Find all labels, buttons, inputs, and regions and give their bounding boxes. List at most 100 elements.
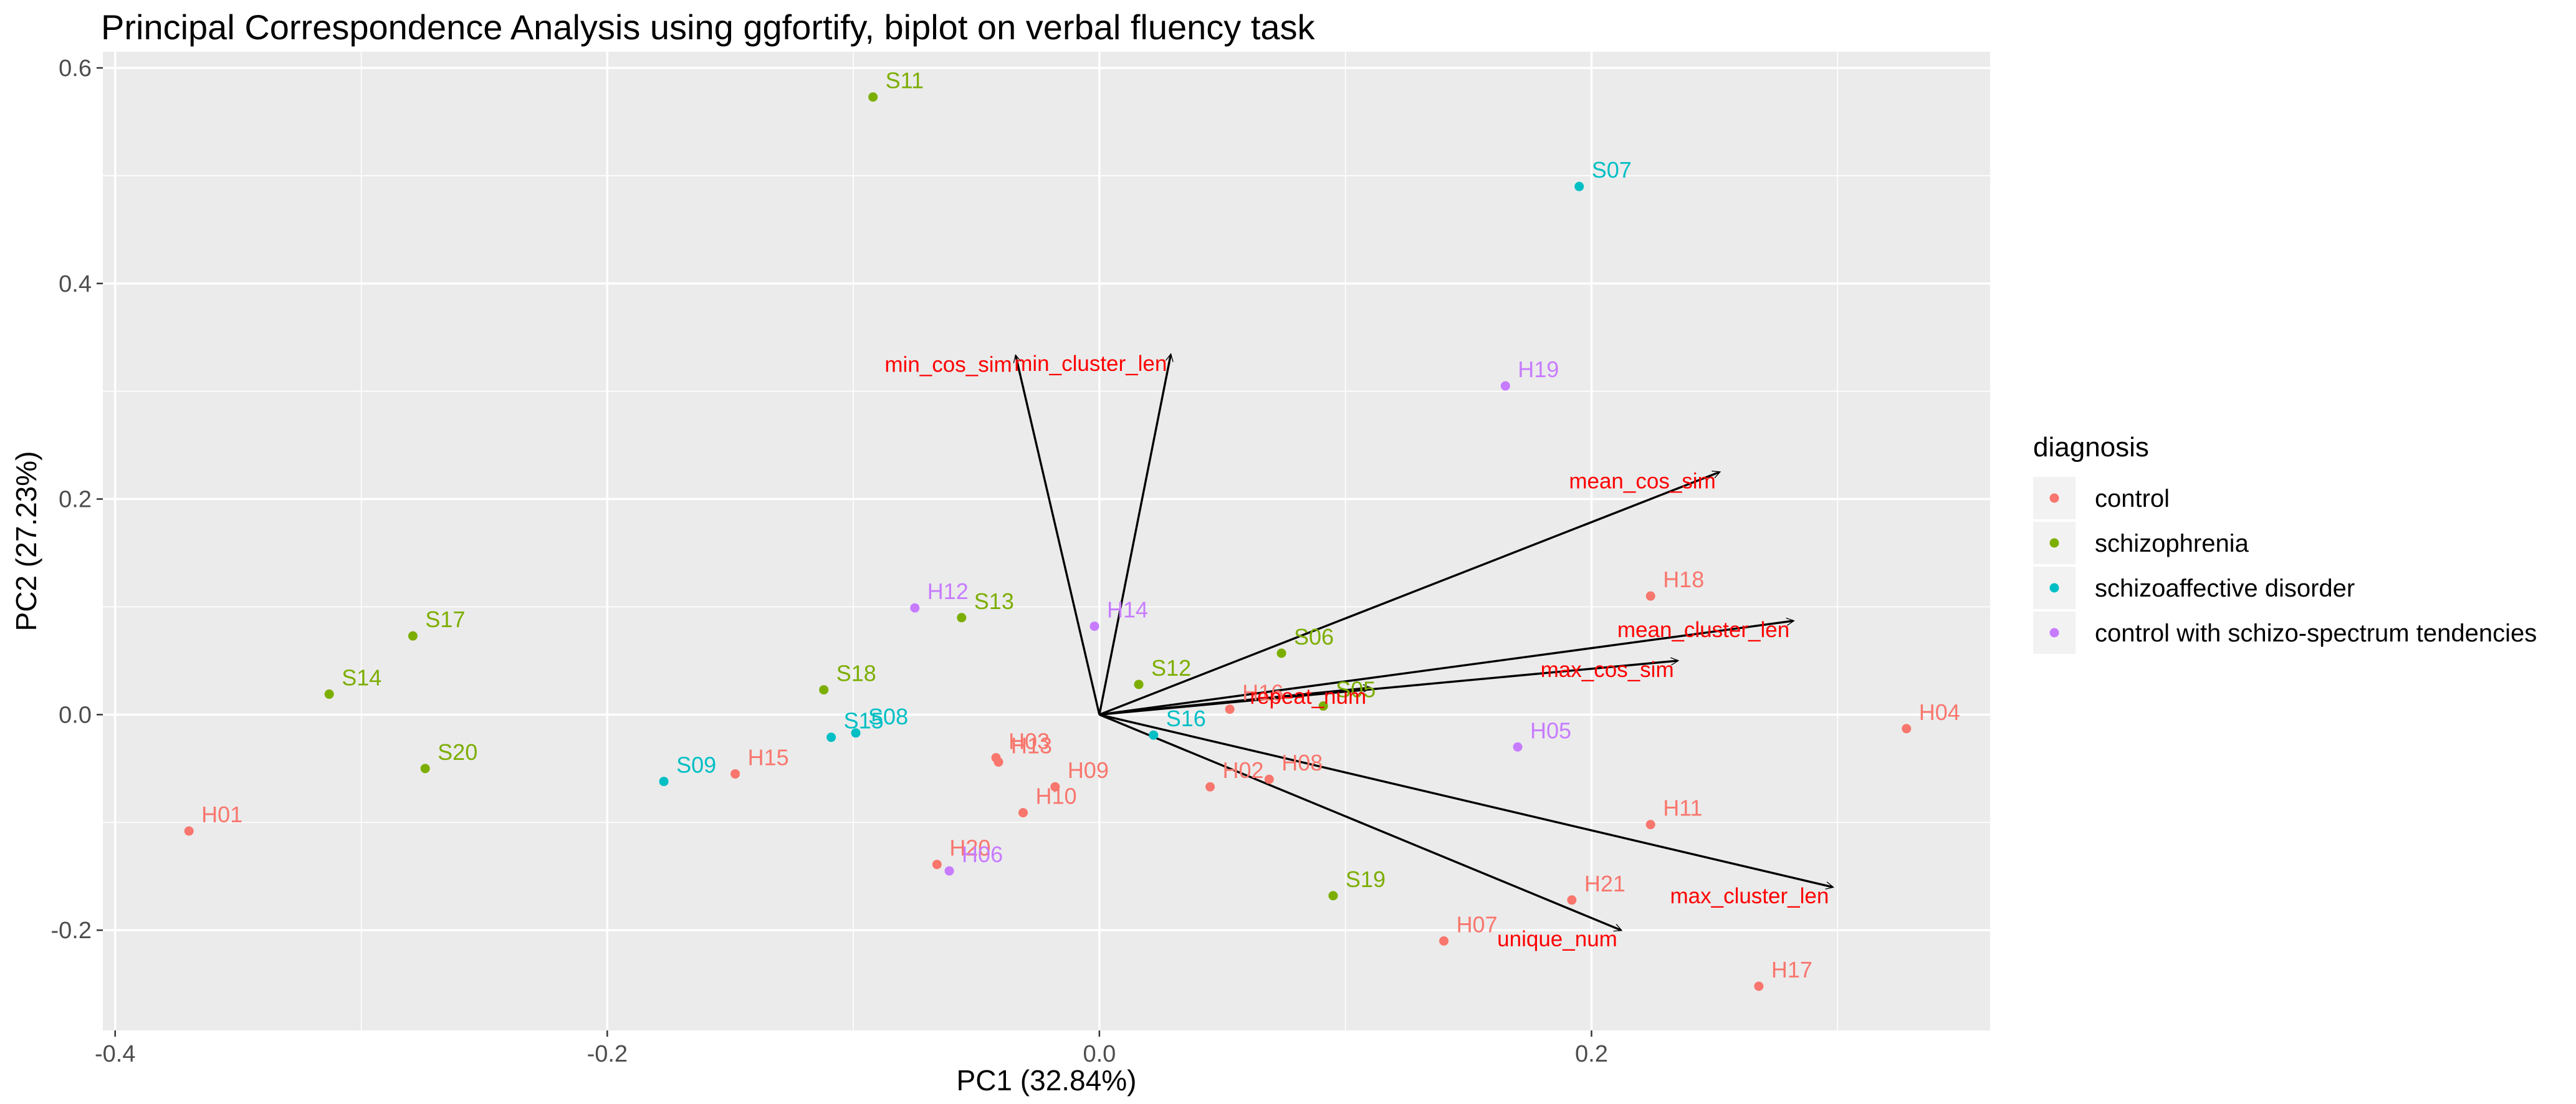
data-point-label: S15 [844, 708, 884, 734]
loading-vector-arrow [1098, 353, 1174, 715]
minor-gridlines [103, 52, 1990, 1030]
data-point [1089, 622, 1099, 631]
legend-title: diagnosis [2033, 432, 2149, 463]
data-point-label: H15 [748, 744, 789, 770]
data-point [944, 866, 954, 876]
data-point [851, 728, 861, 738]
data-point-label: S18 [836, 661, 876, 686]
data-point-label: H08 [1281, 750, 1323, 775]
y-axis-tick-labels: -0.2 0.0 0.2 0.4 0.6 [51, 55, 92, 944]
data-point-label: H21 [1584, 871, 1626, 896]
x-tick-label: -0.4 [95, 1041, 135, 1067]
legend-key-point [2049, 628, 2059, 638]
x-tick-label: 0.0 [1083, 1041, 1116, 1067]
data-point [826, 732, 836, 742]
data-point-label: S20 [438, 739, 477, 765]
legend: diagnosis control schizophrenia schizoaffe… [2033, 432, 2537, 654]
data-point [1645, 591, 1655, 601]
data-point [1318, 701, 1328, 711]
data-point-label: S14 [342, 665, 381, 691]
chart-title: Principal Correspondence Analysis using … [101, 7, 1316, 47]
legend-entry-label: control [2095, 485, 2170, 512]
y-tick-label: 0.6 [59, 55, 92, 82]
data-point [659, 777, 669, 787]
data-point [1276, 648, 1286, 658]
data-point-label: S13 [974, 588, 1014, 614]
data-point [184, 826, 194, 836]
data-point [819, 685, 829, 695]
data-point [957, 613, 967, 623]
data-point-label: S05 [1336, 677, 1376, 703]
data-point [1500, 381, 1510, 391]
loading-vector-label: max_cluster_len [1670, 884, 1829, 908]
legend-entry-label: schizophrenia [2095, 530, 2249, 557]
y-tick-label: -0.2 [51, 918, 92, 944]
loading-vector-label: unique_num [1497, 927, 1617, 951]
loading-vector-arrow [1099, 713, 1834, 890]
data-point-label: S17 [425, 607, 465, 632]
legend-entries: control schizophrenia schizoaffective diso… [2033, 477, 2537, 654]
y-tick-label: 0.4 [59, 271, 92, 297]
data-point-label: H16 [1242, 680, 1283, 706]
data-point [420, 764, 430, 774]
data-point [1513, 742, 1523, 752]
loading-vector-label: min_cos_sim [884, 353, 1012, 377]
data-point-label: H14 [1107, 597, 1148, 623]
loading-vector-arrow [1099, 617, 1795, 716]
data-point [1018, 808, 1028, 818]
data-point-label: H12 [927, 578, 969, 604]
y-axis-title: PC2 (27.23%) [10, 451, 42, 631]
loading-vector-arrow [1099, 713, 1623, 932]
data-point [1574, 181, 1584, 191]
y-tick-label: 0.2 [59, 487, 92, 513]
x-axis-title: PC1 (32.84%) [957, 1064, 1137, 1097]
loading-vector-label: mean_cos_sim [1569, 469, 1715, 493]
data-point-label: H11 [1663, 795, 1702, 821]
data-point [1225, 704, 1235, 714]
data-point [1754, 981, 1764, 991]
data-point-label: H13 [1011, 732, 1052, 758]
data-point-label: S09 [676, 752, 716, 778]
data-point [910, 603, 920, 613]
legend-key-point [2049, 583, 2059, 593]
axis-ticks [97, 67, 1592, 1037]
data-point-label: H18 [1663, 567, 1704, 592]
loading-vector-arrow [1099, 471, 1721, 716]
data-point-label: S07 [1592, 157, 1632, 183]
data-point-label: H09 [1068, 757, 1109, 783]
data-point [1264, 774, 1274, 784]
data-point [730, 769, 740, 779]
legend-key-point [2049, 493, 2059, 503]
data-point-label: S12 [1151, 655, 1191, 681]
loading-vector-arrow [1013, 353, 1101, 715]
data-point [1134, 679, 1144, 689]
major-gridlines [103, 52, 1990, 1030]
loading-vector-label: max_cos_sim [1541, 658, 1674, 682]
legend-entry-label: control with schizo-spectrum tendencies [2095, 620, 2537, 647]
x-tick-label: -0.2 [587, 1041, 628, 1067]
data-point-label: S06 [1294, 624, 1334, 650]
legend-key-point [2049, 538, 2059, 548]
x-axis-tick-labels: -0.4 -0.2 0.0 0.2 [95, 1041, 1608, 1067]
loading-vectors [1013, 353, 1834, 932]
data-point [1439, 936, 1449, 946]
data-point-label: H19 [1518, 357, 1559, 382]
data-point-label: H06 [962, 842, 1003, 867]
data-point [994, 757, 1003, 767]
loading-vector-label: min_cluster_len [1014, 352, 1167, 376]
data-point [1149, 730, 1159, 740]
data-point-label: H20 [949, 835, 990, 861]
data-point [324, 689, 334, 699]
data-point [1567, 895, 1577, 905]
loading-vector-arrow [1099, 657, 1680, 716]
data-point-label: H05 [1530, 718, 1571, 743]
x-tick-label: 0.2 [1575, 1041, 1608, 1067]
data-point-label: H02 [1223, 757, 1264, 783]
y-tick-label: 0.0 [59, 702, 92, 728]
data-point-label: H03 [1008, 729, 1050, 754]
data-point-label: H04 [1919, 699, 1960, 725]
data-point-label: H10 [1035, 784, 1076, 809]
data-point [1205, 782, 1215, 792]
data-point [1328, 891, 1338, 901]
